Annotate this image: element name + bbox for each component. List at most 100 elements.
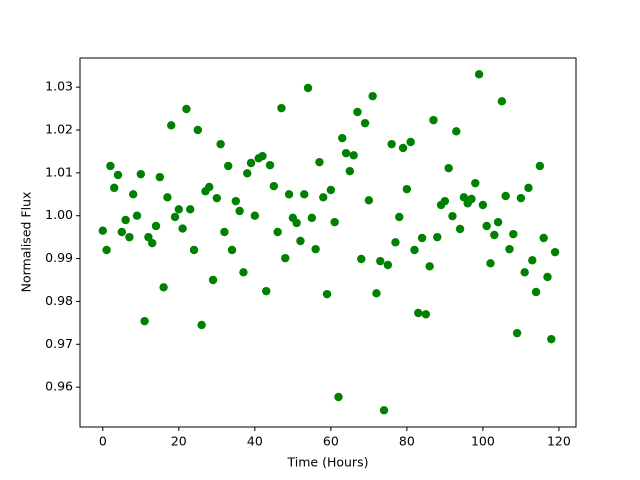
point (471, 178, 480, 188)
point (273, 227, 282, 237)
point (433, 232, 442, 242)
x-tick-label: 0 (99, 434, 107, 449)
point (524, 183, 533, 193)
y-tick-label: 1.03 (45, 79, 73, 94)
point (535, 161, 545, 171)
point (186, 205, 195, 214)
point (387, 139, 396, 149)
point (482, 221, 491, 231)
point (444, 163, 453, 173)
point (193, 125, 203, 135)
point (322, 289, 332, 299)
point (224, 161, 233, 171)
point (410, 245, 419, 255)
x-tick-label: 60 (323, 434, 339, 449)
point (315, 157, 324, 167)
point (414, 308, 423, 318)
point (170, 212, 180, 222)
point (269, 181, 279, 191)
point (307, 213, 317, 223)
point (300, 190, 309, 199)
point (364, 196, 374, 205)
point (151, 221, 161, 231)
point (398, 143, 408, 153)
point (292, 218, 301, 228)
point (106, 161, 115, 171)
point (246, 158, 256, 168)
point (113, 170, 123, 180)
y-axis-label: Normalised Flux (19, 192, 34, 293)
point (391, 238, 400, 247)
plot-frame (79, 57, 577, 428)
point (490, 230, 499, 240)
point (148, 238, 157, 248)
point (182, 104, 191, 114)
x-tick-label: 40 (247, 434, 263, 449)
x-axis-label: Time (Hours) (287, 455, 369, 470)
point (174, 205, 184, 214)
point (520, 268, 529, 277)
x-tick-label: 120 (547, 434, 571, 449)
point (345, 166, 355, 176)
y-tick-label: 0.96 (45, 379, 73, 394)
point (205, 182, 214, 192)
point (326, 185, 336, 195)
point (349, 151, 358, 160)
point (189, 245, 199, 255)
point (455, 224, 465, 234)
point (220, 227, 229, 237)
point (140, 316, 149, 326)
point (509, 229, 518, 239)
y-tick-label: 0.98 (45, 293, 73, 308)
point (493, 217, 503, 227)
point (144, 232, 153, 242)
point (121, 215, 130, 225)
x-tick-label: 80 (399, 434, 415, 449)
point (98, 226, 108, 235)
point (243, 169, 252, 178)
point (376, 256, 385, 266)
point (429, 115, 438, 125)
point (368, 91, 377, 101)
point (379, 406, 389, 415)
point (262, 286, 271, 296)
point (281, 253, 290, 263)
point (338, 133, 347, 143)
point (539, 233, 548, 243)
point (440, 196, 450, 206)
point (216, 139, 225, 149)
point (155, 172, 165, 182)
point (547, 334, 556, 344)
point (110, 183, 119, 193)
point (303, 83, 313, 93)
point (528, 256, 537, 265)
point (402, 184, 412, 194)
point (421, 310, 431, 319)
point (208, 275, 218, 285)
point (357, 254, 366, 264)
point (102, 245, 111, 255)
point (406, 137, 415, 147)
point (231, 196, 241, 206)
point (117, 227, 127, 237)
point (284, 190, 294, 199)
point (265, 160, 275, 170)
y-tick-label: 1.01 (45, 164, 73, 179)
point (474, 70, 484, 79)
point (212, 193, 222, 203)
point (197, 320, 206, 330)
point (330, 217, 339, 227)
point (159, 283, 168, 292)
point (459, 193, 469, 202)
point (319, 193, 328, 202)
point (372, 289, 381, 298)
point (239, 268, 248, 277)
point (395, 212, 404, 222)
point (478, 200, 488, 210)
point (258, 151, 267, 161)
point (163, 193, 172, 202)
point (417, 233, 427, 243)
point (311, 244, 320, 254)
point (467, 194, 476, 204)
